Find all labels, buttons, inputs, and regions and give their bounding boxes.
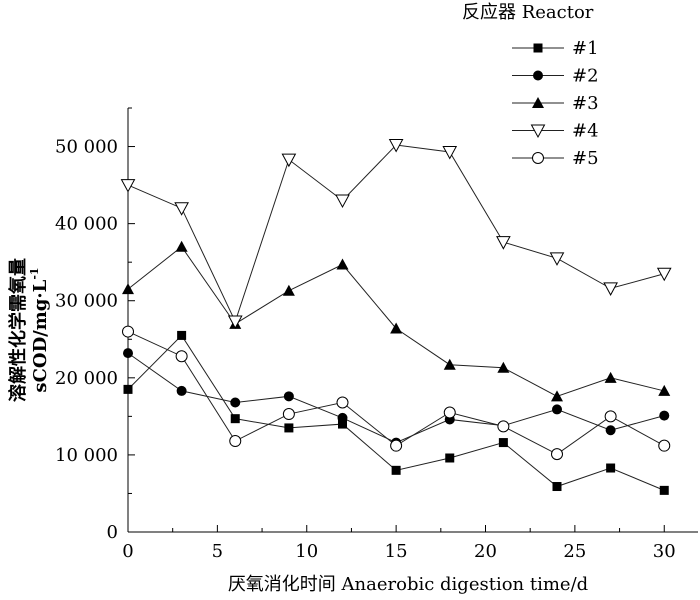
legend-marker [533, 43, 543, 53]
legend-marker [533, 70, 543, 81]
data-point [390, 439, 403, 452]
y-tick-label: 0 [107, 522, 118, 543]
data-point [281, 153, 297, 168]
series-4 [120, 139, 672, 330]
legend: 反应器 Reactor #1 #2 #3 #4 #5 [462, 2, 599, 169]
legend-item: #3 [512, 93, 599, 114]
data-point [605, 425, 616, 436]
data-point [177, 330, 187, 340]
y-tick-label: 40 000 [55, 214, 118, 235]
axes: 0 5 10 15 20 25 30 0 10 000 20 000 30 000 40 000 50 … [55, 107, 698, 562]
data-point [551, 390, 563, 402]
x-tick-label: 20 [474, 541, 497, 562]
data-point [443, 358, 456, 370]
data-point [552, 482, 562, 492]
legend-label: #3 [572, 93, 599, 114]
data-point [338, 419, 347, 429]
x-tick-label: 10 [295, 541, 318, 562]
series-line [127, 246, 665, 397]
data-point [284, 423, 294, 433]
legend-item: #1 [512, 38, 599, 59]
data-point [604, 371, 617, 383]
data-point [282, 284, 295, 296]
data-point [122, 283, 134, 295]
y-axis-unit-exponent: -1 [28, 267, 41, 279]
data-point [497, 361, 510, 373]
series-group [120, 139, 672, 495]
data-point [123, 384, 133, 394]
data-point [658, 384, 671, 396]
legend-item: #4 [512, 121, 599, 142]
y-tick-label: 50 000 [55, 137, 118, 158]
data-point [658, 439, 671, 452]
y-tick-label: 10 000 [55, 445, 118, 466]
data-point [388, 139, 404, 153]
legend-marker [532, 97, 544, 108]
legend-label: #2 [572, 66, 599, 87]
y-tick-label: 30 000 [55, 291, 118, 312]
data-point [122, 325, 134, 338]
series-line [127, 331, 665, 455]
data-point [442, 145, 458, 160]
data-point [659, 410, 670, 421]
data-point [498, 438, 508, 448]
data-point [603, 282, 618, 296]
data-point [445, 453, 455, 463]
data-point [336, 258, 349, 270]
data-point [606, 463, 616, 473]
data-point [120, 179, 136, 193]
data-point [175, 240, 188, 252]
data-point [390, 322, 403, 334]
series-5 [122, 325, 671, 461]
legend-item: #2 [512, 66, 599, 87]
data-point [336, 396, 349, 409]
data-point [283, 391, 294, 402]
data-point [176, 385, 187, 396]
series-line [127, 144, 665, 323]
data-point [497, 420, 510, 433]
data-point [335, 194, 350, 209]
data-point [174, 202, 189, 216]
legend-label: #1 [572, 38, 599, 59]
data-point [551, 448, 563, 461]
data-point [229, 435, 242, 448]
data-point [337, 412, 348, 423]
data-point [496, 236, 511, 250]
data-point [549, 252, 565, 266]
x-tick-label: 25 [563, 541, 586, 562]
legend-marker [532, 152, 544, 164]
legend-label: #4 [572, 121, 599, 142]
x-tick-label: 15 [385, 541, 408, 562]
x-tick-label: 0 [122, 541, 133, 562]
legend-title: 反应器 Reactor [462, 2, 594, 23]
data-point [656, 267, 672, 282]
data-point [175, 350, 188, 363]
data-point [282, 408, 295, 421]
y-axis-title-line1: 溶解性化学需氧量 [7, 258, 29, 402]
legend-label: #5 [572, 148, 599, 169]
series-3 [122, 240, 671, 402]
data-point [230, 414, 240, 424]
x-axis-title: 厌氧消化时间 Anaerobic digestion time/d [228, 574, 588, 595]
y-axis-title-line2: sCOD/mg·L-1 [28, 267, 51, 392]
legend-item: #5 [512, 148, 599, 169]
data-point [604, 410, 617, 423]
x-tick-label: 5 [212, 541, 223, 562]
data-point [391, 465, 401, 475]
data-point [443, 406, 456, 419]
data-point [659, 485, 669, 495]
y-axis-title: 溶解性化学需氧量 sCOD/mg·L-1 [7, 258, 51, 402]
series-1 [123, 330, 669, 495]
data-point [123, 348, 133, 359]
data-point [227, 315, 243, 330]
x-tick-label: 30 [653, 541, 676, 562]
legend-marker [530, 124, 546, 139]
data-point [230, 397, 241, 408]
data-point [552, 404, 562, 415]
y-tick-label: 20 000 [55, 368, 118, 389]
y-axis-unit: sCOD/mg·L [30, 279, 51, 392]
